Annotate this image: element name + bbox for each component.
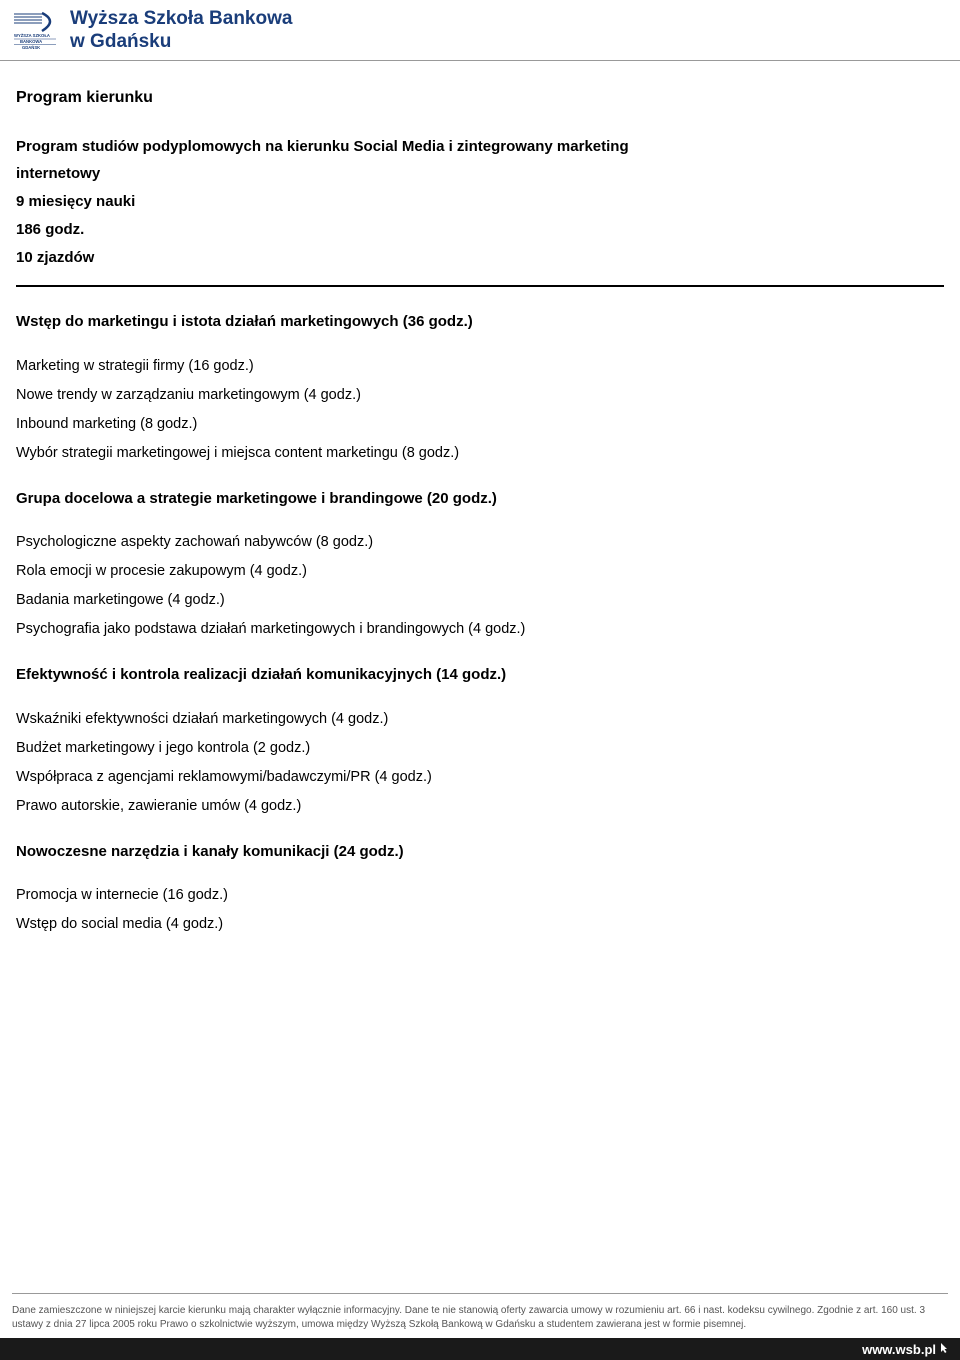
course-group: Marketing w strategii firmy (16 godz.)No…	[16, 352, 944, 468]
intro-meetings: 10 zjazdów	[16, 244, 944, 272]
intro-hours: 186 godz.	[16, 216, 944, 244]
course-item: Marketing w strategii firmy (16 godz.)	[16, 352, 944, 381]
course-item: Współpraca z agencjami reklamowymi/badaw…	[16, 763, 944, 792]
svg-text:WYŻSZA SZKOŁA: WYŻSZA SZKOŁA	[14, 33, 50, 38]
course-item: Psychografia jako podstawa działań marke…	[16, 615, 944, 644]
divider-rule	[16, 285, 944, 287]
course-item: Rola emocji w procesie zakupowym (4 godz…	[16, 557, 944, 586]
footer-url: www.wsb.pl	[862, 1342, 936, 1357]
course-item: Nowe trendy w zarządzaniu marketingowym …	[16, 381, 944, 410]
section-heading: Wstęp do marketingu i istota działań mar…	[16, 311, 944, 334]
intro-line2: internetowy	[16, 160, 944, 188]
school-name-line1: Wyższa Szkoła Bankowa	[70, 8, 292, 31]
course-item: Wybór strategii marketingowej i miejsca …	[16, 439, 944, 468]
intro-block: Program studiów podyplomowych na kierunk…	[16, 133, 944, 272]
section-heading: Grupa docelowa a strategie marketingowe …	[16, 488, 944, 511]
school-name-line2: w Gdańsku	[70, 31, 292, 54]
page-title: Program kierunku	[16, 89, 944, 107]
course-item: Badania marketingowe (4 godz.)	[16, 586, 944, 615]
school-logo: WYŻSZA SZKOŁA BANKOWA GDAŃSK	[12, 11, 60, 51]
course-group: Psychologiczne aspekty zachowań nabywców…	[16, 528, 944, 644]
intro-duration: 9 miesięcy nauki	[16, 188, 944, 216]
school-name: Wyższa Szkoła Bankowa w Gdańsku	[70, 8, 292, 54]
course-item: Psychologiczne aspekty zachowań nabywców…	[16, 528, 944, 557]
sections-container: Wstęp do marketingu i istota działań mar…	[16, 311, 944, 939]
course-item: Promocja w internecie (16 godz.)	[16, 881, 944, 910]
footer-disclaimer: Dane zamieszczone w niniejszej karcie ki…	[12, 1304, 948, 1338]
footer-rule	[12, 1293, 948, 1294]
course-item: Inbound marketing (8 godz.)	[16, 410, 944, 439]
intro-line1: Program studiów podyplomowych na kierunk…	[16, 133, 944, 161]
section-heading: Nowoczesne narzędzia i kanały komunikacj…	[16, 841, 944, 864]
svg-text:GDAŃSK: GDAŃSK	[22, 45, 40, 50]
footer-bar: www.wsb.pl	[0, 1338, 960, 1360]
page-header: WYŻSZA SZKOŁA BANKOWA GDAŃSK Wyższa Szko…	[0, 0, 960, 61]
content-area: Program kierunku Program studiów podyplo…	[0, 61, 960, 940]
course-group: Wskaźniki efektywności działań marketing…	[16, 705, 944, 821]
course-item: Budżet marketingowy i jego kontrola (2 g…	[16, 734, 944, 763]
svg-text:BANKOWA: BANKOWA	[20, 39, 42, 44]
page-footer: Dane zamieszczone w niniejszej karcie ki…	[0, 1293, 960, 1360]
cursor-icon	[940, 1342, 950, 1357]
course-item: Wskaźniki efektywności działań marketing…	[16, 705, 944, 734]
section-heading: Efektywność i kontrola realizacji działa…	[16, 664, 944, 687]
course-item: Wstęp do social media (4 godz.)	[16, 910, 944, 939]
course-item: Prawo autorskie, zawieranie umów (4 godz…	[16, 792, 944, 821]
course-group: Promocja w internecie (16 godz.)Wstęp do…	[16, 881, 944, 939]
